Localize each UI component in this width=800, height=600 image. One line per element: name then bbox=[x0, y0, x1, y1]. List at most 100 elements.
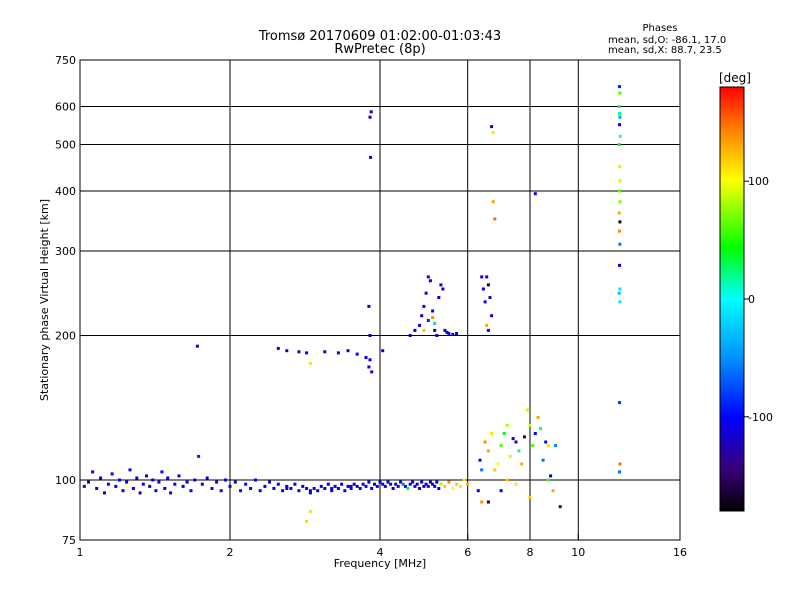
data-point bbox=[617, 105, 621, 108]
data-point bbox=[618, 263, 621, 267]
data-point bbox=[189, 489, 193, 493]
data-point bbox=[618, 179, 622, 183]
data-point bbox=[369, 155, 373, 159]
data-point bbox=[428, 480, 432, 484]
data-point bbox=[511, 437, 515, 441]
data-point bbox=[488, 296, 492, 299]
data-point bbox=[110, 472, 114, 476]
x-axis-label: Frequency [MHz] bbox=[334, 557, 426, 570]
data-point bbox=[433, 328, 437, 332]
y-tick-label: 75 bbox=[62, 534, 76, 547]
data-point bbox=[496, 462, 500, 466]
data-point bbox=[308, 361, 312, 365]
data-point bbox=[445, 330, 449, 334]
data-point bbox=[319, 484, 323, 488]
data-point bbox=[491, 130, 495, 134]
data-point bbox=[539, 427, 543, 431]
data-point bbox=[224, 478, 228, 482]
data-point bbox=[370, 370, 374, 374]
chart-title: Tromsø 20170609 01:02:00-01:03:43 bbox=[258, 29, 501, 44]
data-point bbox=[289, 487, 293, 490]
data-point bbox=[480, 468, 484, 472]
data-point bbox=[443, 484, 447, 488]
data-point bbox=[169, 491, 173, 495]
data-point bbox=[326, 482, 330, 486]
y-tick-label: 600 bbox=[55, 101, 76, 114]
data-point bbox=[316, 489, 320, 493]
data-point bbox=[528, 495, 532, 499]
data-point bbox=[254, 478, 257, 482]
data-point bbox=[305, 487, 309, 490]
data-point bbox=[533, 432, 537, 435]
data-point bbox=[618, 165, 621, 168]
data-point bbox=[375, 484, 379, 488]
data-point bbox=[455, 332, 459, 335]
chart-subtitle: RwPretec (8p) bbox=[334, 42, 425, 57]
data-point bbox=[215, 480, 219, 484]
data-point bbox=[396, 484, 400, 488]
data-point bbox=[618, 189, 621, 193]
data-point bbox=[433, 321, 437, 325]
colorbar bbox=[719, 86, 745, 512]
data-point bbox=[486, 449, 490, 453]
colorbar-tick-label: -100 bbox=[748, 411, 773, 424]
data-point bbox=[141, 482, 145, 486]
data-point bbox=[505, 423, 509, 427]
data-point bbox=[424, 482, 428, 486]
data-point bbox=[228, 484, 232, 488]
data-point bbox=[200, 482, 204, 486]
data-point bbox=[491, 200, 495, 204]
data-point bbox=[148, 484, 152, 488]
data-point bbox=[121, 489, 125, 493]
data-point bbox=[239, 489, 243, 493]
data-point bbox=[485, 323, 489, 327]
data-point bbox=[490, 125, 494, 129]
data-point bbox=[301, 484, 305, 488]
data-point bbox=[82, 484, 86, 488]
x-tick-label: 16 bbox=[673, 546, 687, 559]
data-point bbox=[435, 334, 439, 337]
data-point bbox=[185, 480, 189, 484]
data-point bbox=[276, 482, 280, 486]
data-point bbox=[364, 356, 368, 359]
data-point bbox=[415, 482, 419, 486]
data-point bbox=[439, 482, 443, 486]
data-point bbox=[312, 487, 316, 490]
data-point bbox=[618, 200, 622, 204]
data-point bbox=[517, 449, 521, 453]
data-point bbox=[447, 480, 451, 484]
data-point bbox=[422, 304, 426, 308]
data-point bbox=[276, 346, 280, 350]
data-point bbox=[106, 482, 110, 486]
data-point bbox=[305, 519, 309, 523]
y-tick-label: 100 bbox=[55, 474, 76, 487]
data-point bbox=[451, 333, 455, 336]
y-tick-label: 400 bbox=[55, 185, 76, 198]
data-point bbox=[336, 487, 340, 490]
data-point bbox=[368, 334, 372, 337]
data-point bbox=[437, 487, 441, 490]
data-point bbox=[435, 480, 439, 484]
data-point bbox=[554, 444, 557, 447]
data-point bbox=[508, 454, 512, 458]
data-point bbox=[308, 510, 312, 513]
data-point bbox=[408, 482, 412, 486]
x-tick-label: 10 bbox=[571, 546, 585, 559]
data-point bbox=[244, 482, 248, 486]
data-point bbox=[368, 358, 372, 362]
data-point bbox=[87, 480, 90, 484]
data-point bbox=[114, 484, 118, 488]
data-point bbox=[406, 487, 410, 490]
data-point bbox=[323, 487, 327, 490]
data-point bbox=[389, 482, 393, 486]
data-point bbox=[293, 482, 297, 486]
data-point bbox=[285, 349, 289, 353]
data-point bbox=[546, 444, 550, 447]
data-point bbox=[160, 470, 164, 474]
data-point bbox=[368, 115, 372, 119]
data-point bbox=[544, 440, 548, 444]
stats-line-x: mean, sd,X: 88.7, 23.5 bbox=[608, 45, 722, 56]
data-point bbox=[349, 484, 353, 488]
colorbar-ticks: 100 0 -100 bbox=[744, 175, 773, 424]
data-point bbox=[125, 480, 129, 484]
